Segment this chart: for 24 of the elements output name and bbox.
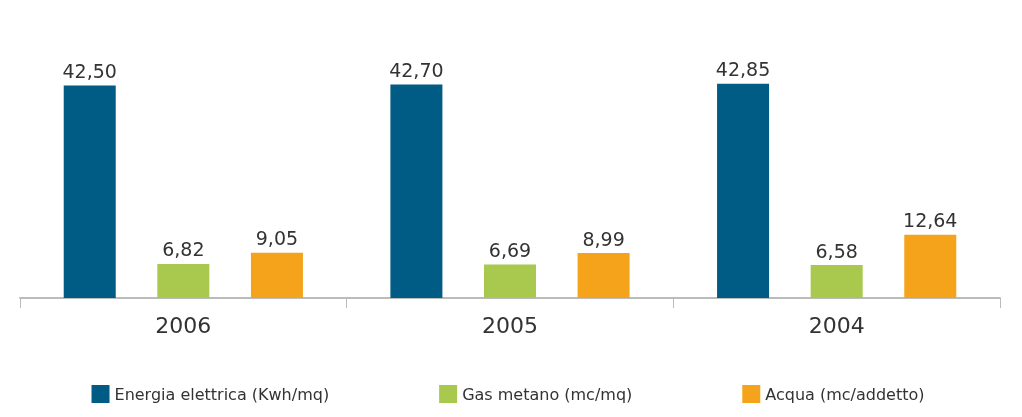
data-label: 6,82	[162, 238, 205, 261]
x-tick-label: 2004	[808, 312, 865, 338]
bar	[250, 252, 303, 298]
data-label: 12,64	[903, 209, 958, 232]
data-label: 9,05	[255, 227, 299, 250]
data-label: 42,85	[715, 58, 771, 81]
legend-label: Gas metano (mc/mq)	[462, 384, 633, 404]
bar	[157, 263, 210, 298]
data-label: 8,99	[582, 227, 625, 250]
bar	[577, 253, 630, 298]
bar	[63, 85, 116, 298]
bar	[904, 234, 957, 298]
x-tick-label: 2006	[155, 312, 212, 338]
data-label: 6,69	[488, 239, 532, 262]
bar	[810, 265, 863, 298]
data-label: 6,58	[815, 239, 858, 262]
bar	[484, 264, 536, 298]
data-label: 42,50	[62, 60, 117, 82]
x-tick-label: 2005	[482, 312, 538, 338]
legend-label: Energia elettrica (Kwh/mq)	[114, 384, 330, 404]
data-label: 42,70	[389, 59, 444, 81]
bar	[390, 84, 443, 298]
bar	[717, 83, 770, 298]
legend-label: Acqua (mc/addetto)	[765, 384, 925, 404]
